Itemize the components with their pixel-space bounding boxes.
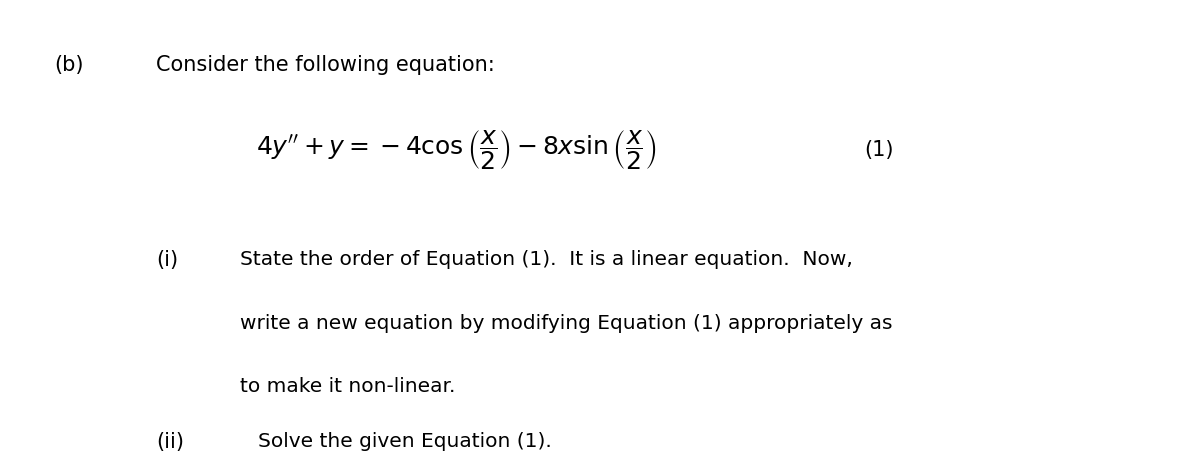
Text: $4y'' + y = -4\cos\left(\dfrac{x}{2}\right) - 8x\sin\left(\dfrac{x}{2}\right)$: $4y'' + y = -4\cos\left(\dfrac{x}{2}\rig… [256,128,656,172]
Text: (1): (1) [864,140,894,160]
Text: write a new equation by modifying Equation (1) appropriately as: write a new equation by modifying Equati… [240,314,893,333]
Text: (ii): (ii) [156,432,184,452]
Text: Solve the given Equation (1).: Solve the given Equation (1). [258,432,552,451]
Text: (b): (b) [54,54,84,74]
Text: to make it non-linear.: to make it non-linear. [240,377,455,396]
Text: State the order of Equation (1).  It is a linear equation.  Now,: State the order of Equation (1). It is a… [240,250,853,269]
Text: (i): (i) [156,250,178,270]
Text: Consider the following equation:: Consider the following equation: [156,54,494,74]
